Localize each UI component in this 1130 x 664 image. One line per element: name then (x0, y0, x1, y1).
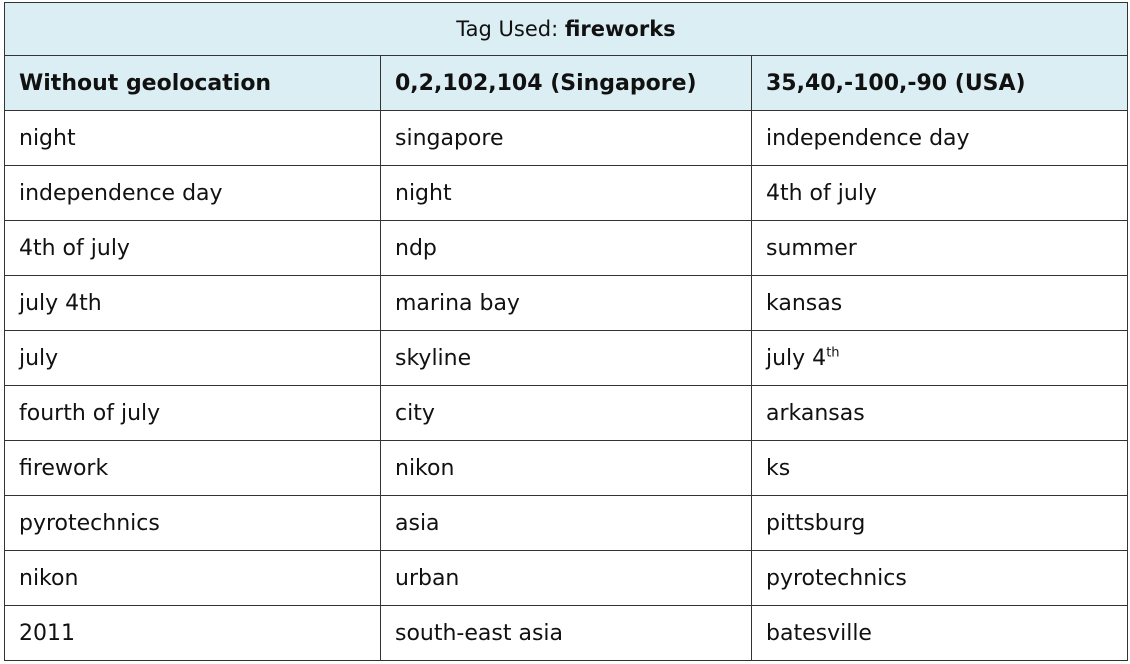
table-cell: pyrotechnics (751, 550, 1128, 606)
table-row: independence day night 4th of july (4, 165, 1128, 221)
table-row: 2011 south-east asia batesville (4, 605, 1128, 661)
table-cell: city (380, 385, 752, 441)
table-cell: pittsburg (751, 495, 1128, 551)
table-cell: arkansas (751, 385, 1128, 441)
table-cell: ks (751, 440, 1128, 496)
table-cell: 4th of july (751, 165, 1128, 221)
table-row: fourth of july city arkansas (4, 385, 1128, 441)
column-header: 35,40,-100,-90 (USA) (751, 55, 1128, 111)
table-cell: july 4th (751, 330, 1128, 386)
title-row: Tag Used: fireworks (4, 2, 1128, 56)
table-cell: ndp (380, 220, 752, 276)
table-cell: 4th of july (4, 220, 381, 276)
table-row: 4th of july ndp summer (4, 220, 1128, 276)
table-cell: asia (380, 495, 752, 551)
table-cell: kansas (751, 275, 1128, 331)
table-cell: firework (4, 440, 381, 496)
cell-text: july 4 (766, 345, 827, 371)
table-row: firework nikon ks (4, 440, 1128, 496)
title-tag: fireworks (564, 17, 676, 41)
table-cell: independence day (751, 110, 1128, 166)
table-title: Tag Used: fireworks (4, 2, 1128, 56)
table-cell: night (380, 165, 752, 221)
title-prefix: Tag Used: (456, 17, 559, 41)
table-row: july 4th marina bay kansas (4, 275, 1128, 331)
table-cell: skyline (380, 330, 752, 386)
column-header: 0,2,102,104 (Singapore) (380, 55, 752, 111)
table-row: night singapore independence day (4, 110, 1128, 166)
tag-results-table: Tag Used: fireworks Without geolocation … (4, 2, 1128, 661)
table-cell: nikon (4, 550, 381, 606)
table-row: july skyline july 4th (4, 330, 1128, 386)
table-cell: 2011 (4, 605, 381, 661)
table-cell: nikon (380, 440, 752, 496)
table-cell: urban (380, 550, 752, 606)
table-cell: singapore (380, 110, 752, 166)
column-header: Without geolocation (4, 55, 381, 111)
table-cell: summer (751, 220, 1128, 276)
table-cell: night (4, 110, 381, 166)
table-cell: july 4th (4, 275, 381, 331)
table-cell: fourth of july (4, 385, 381, 441)
table-cell: batesville (751, 605, 1128, 661)
header-row: Without geolocation 0,2,102,104 (Singapo… (4, 55, 1128, 111)
table-cell: independence day (4, 165, 381, 221)
table-cell: south-east asia (380, 605, 752, 661)
table-row: pyrotechnics asia pittsburg (4, 495, 1128, 551)
table-cell: marina bay (380, 275, 752, 331)
table-cell: pyrotechnics (4, 495, 381, 551)
ordinal-superscript: th (826, 345, 840, 361)
table-row: nikon urban pyrotechnics (4, 550, 1128, 606)
table-cell: july (4, 330, 381, 386)
